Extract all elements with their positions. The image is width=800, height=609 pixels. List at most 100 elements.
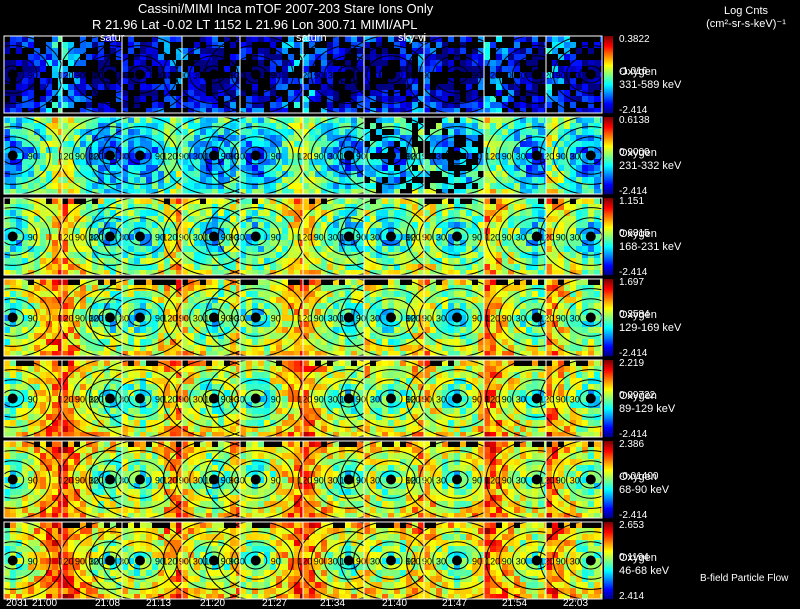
pixel xyxy=(294,210,300,216)
pixel xyxy=(454,48,460,54)
pixel xyxy=(264,222,270,228)
pixel xyxy=(546,246,552,252)
pixel xyxy=(321,117,327,123)
pixel xyxy=(478,177,484,183)
colorbar-step xyxy=(604,159,613,161)
pixel xyxy=(546,84,552,90)
pixel xyxy=(576,135,582,141)
pixel xyxy=(122,204,128,210)
pixel xyxy=(28,42,34,48)
pixel xyxy=(394,78,400,84)
pixel xyxy=(104,84,110,90)
pixel xyxy=(514,183,520,189)
pixel xyxy=(418,270,424,275)
pixel xyxy=(412,42,418,48)
pixel xyxy=(46,135,52,141)
pixel xyxy=(62,60,68,66)
pixel xyxy=(502,117,508,123)
pixel xyxy=(309,108,315,113)
pixel xyxy=(52,66,58,72)
pixel xyxy=(40,339,46,345)
pixel xyxy=(258,66,264,72)
pixel xyxy=(282,210,288,216)
pixel xyxy=(46,264,52,270)
pixel xyxy=(333,129,339,135)
pixel xyxy=(400,135,406,141)
pixel xyxy=(4,351,10,356)
pixel xyxy=(152,129,158,135)
colorbar-step xyxy=(604,190,613,192)
pixel xyxy=(158,345,164,351)
colorbar-step xyxy=(604,54,613,56)
pixel xyxy=(236,264,240,270)
pixel xyxy=(418,147,424,153)
pixel xyxy=(98,108,104,113)
pixel xyxy=(212,216,218,222)
pixel xyxy=(333,78,339,84)
pixel xyxy=(158,204,164,210)
pixel xyxy=(80,270,86,275)
contour-label: 120 xyxy=(58,233,73,243)
pixel xyxy=(140,204,146,210)
pixel xyxy=(4,66,10,72)
pixel xyxy=(140,60,146,66)
pixel xyxy=(176,84,182,90)
pixel xyxy=(526,189,532,194)
pixel xyxy=(394,36,400,42)
pixel xyxy=(357,48,363,54)
pixel xyxy=(552,102,558,108)
pixel xyxy=(62,96,68,102)
pixel xyxy=(406,96,412,102)
pixel xyxy=(454,141,460,147)
pixel xyxy=(240,228,246,234)
pixel xyxy=(364,84,370,90)
contour-label: 30 xyxy=(570,71,580,81)
pixel xyxy=(236,96,240,102)
pixel xyxy=(110,147,116,153)
pixel xyxy=(104,48,110,54)
pixel xyxy=(532,84,538,90)
pixel xyxy=(472,78,478,84)
pixel xyxy=(252,60,258,66)
contour-label: 90 xyxy=(28,71,38,81)
pixel xyxy=(270,258,276,264)
contour-label: 90 xyxy=(229,233,239,243)
pixel xyxy=(52,204,58,210)
pixel xyxy=(520,123,526,129)
pixel xyxy=(34,48,40,54)
pixel xyxy=(122,153,128,159)
pixel xyxy=(538,96,544,102)
pixel xyxy=(288,240,294,246)
pixel xyxy=(188,129,194,135)
pixel xyxy=(28,177,34,183)
pixel xyxy=(303,84,309,90)
pixel xyxy=(300,66,303,72)
pixel xyxy=(22,147,28,153)
contour-ring xyxy=(189,136,239,175)
pixel xyxy=(62,189,68,194)
pixel xyxy=(472,66,478,72)
pixel xyxy=(52,102,58,108)
pixel xyxy=(200,240,206,246)
pixel xyxy=(86,204,92,210)
pixel xyxy=(34,240,40,246)
pixel xyxy=(538,270,544,275)
pixel xyxy=(582,246,588,252)
pixel xyxy=(484,153,490,159)
pixel xyxy=(122,72,128,78)
pixel xyxy=(152,252,158,258)
pixel xyxy=(270,198,276,204)
pixel xyxy=(370,171,376,177)
pixel xyxy=(424,123,430,129)
pixel xyxy=(345,42,351,48)
pixel xyxy=(86,66,92,72)
pixel xyxy=(10,117,16,123)
pixel xyxy=(16,285,22,291)
pixel xyxy=(170,54,176,60)
contour-label: 90 xyxy=(406,71,416,81)
pixel xyxy=(146,210,152,216)
pixel xyxy=(146,198,152,204)
pixel xyxy=(212,177,218,183)
pixel xyxy=(194,90,200,96)
